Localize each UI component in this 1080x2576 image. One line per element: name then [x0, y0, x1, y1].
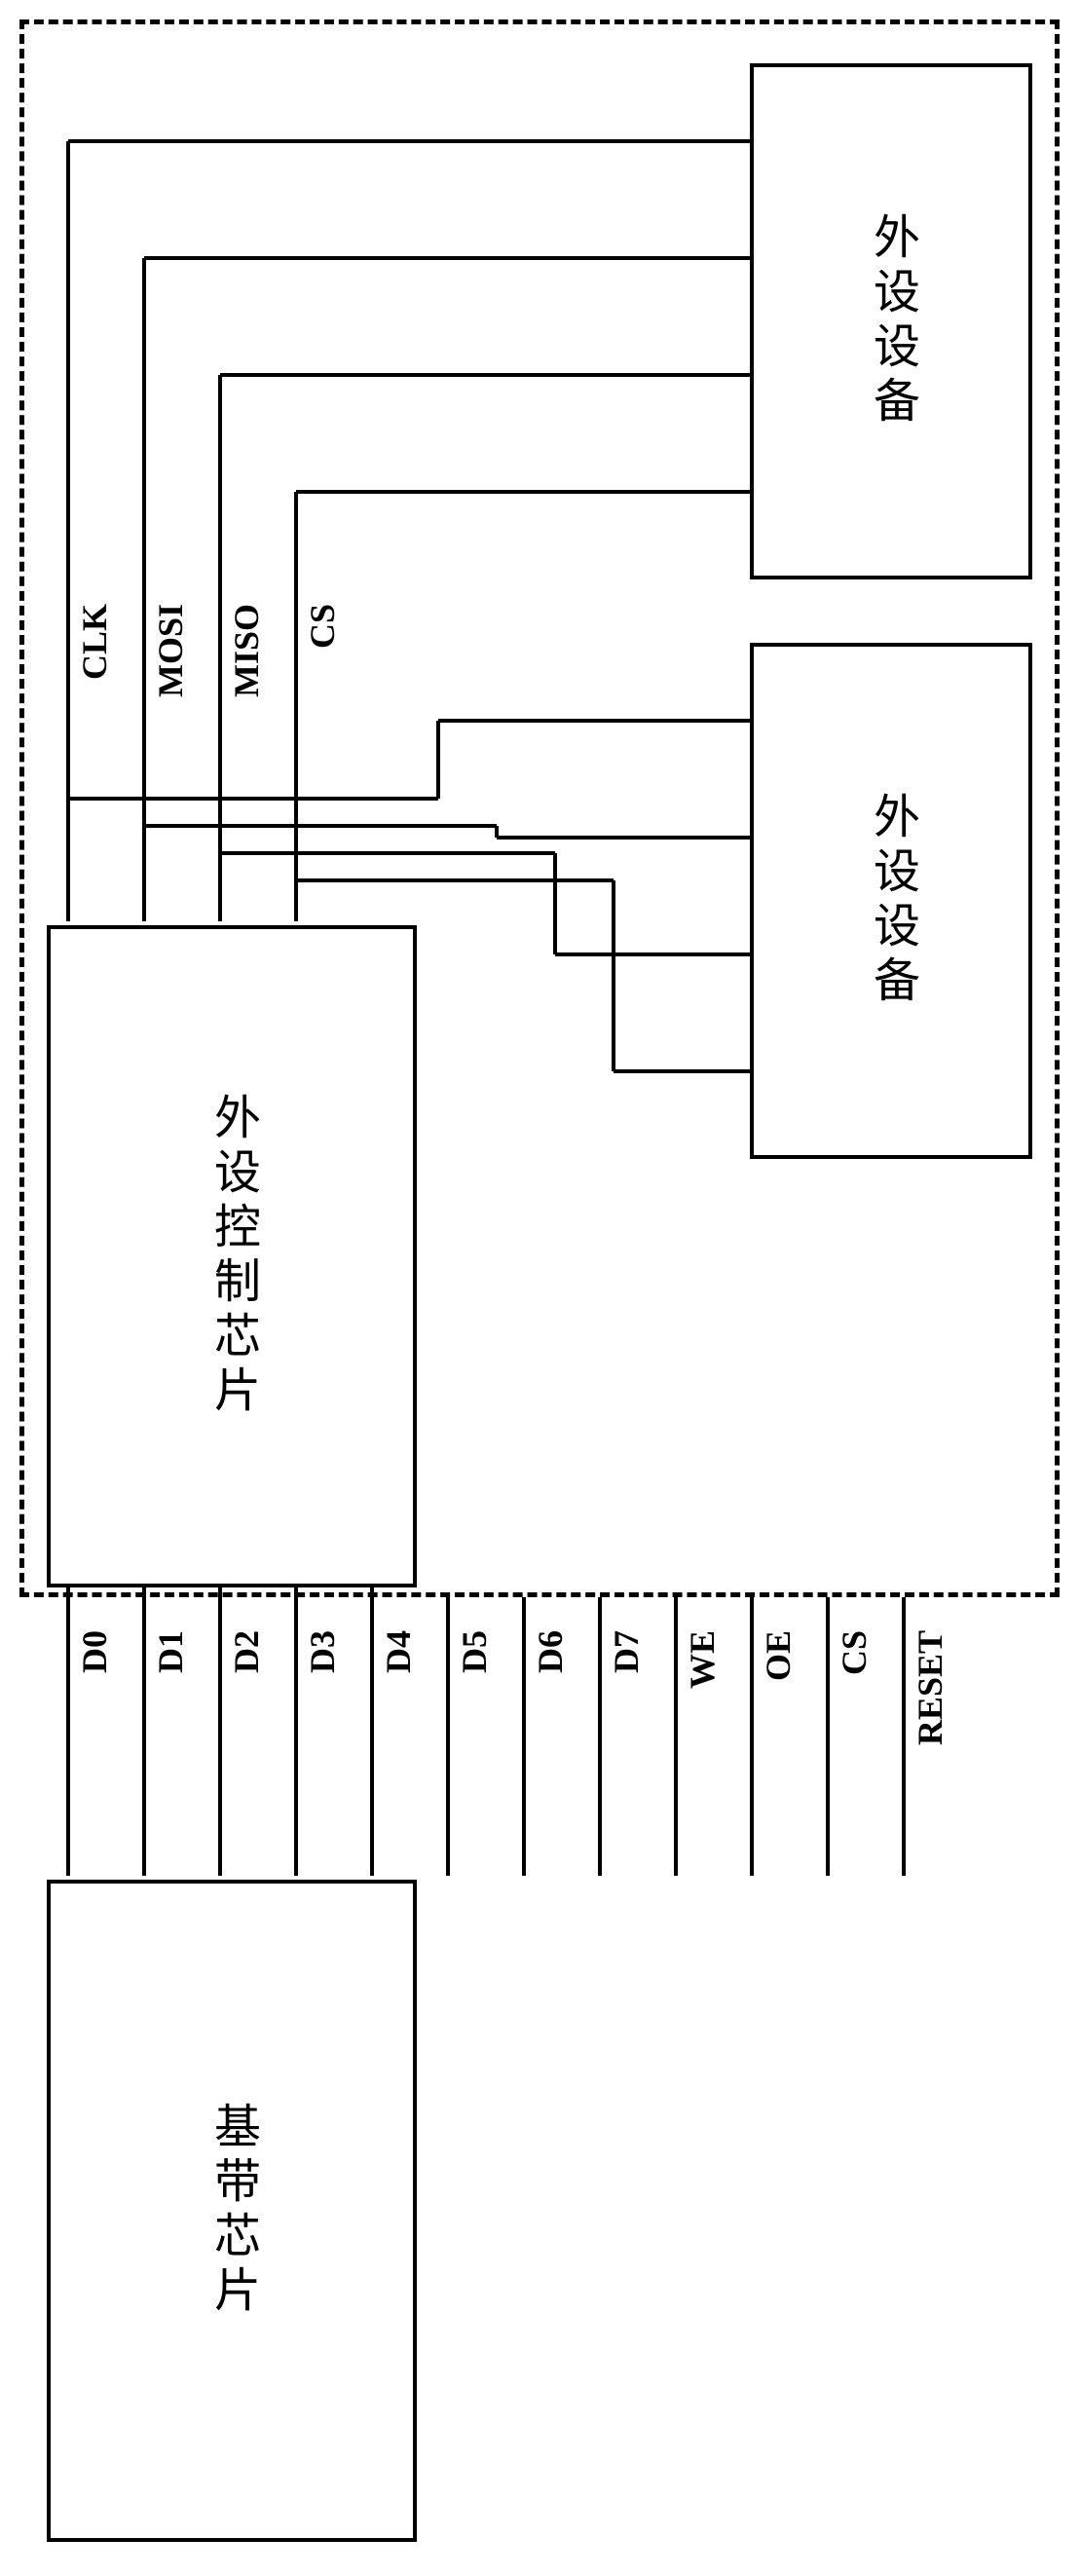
left-bus-label: D6 [530, 1630, 571, 1673]
left-bus-label: D0 [74, 1630, 115, 1673]
spi-bus-label: CLK [74, 604, 115, 680]
left-bus-label: RESET [910, 1630, 950, 1745]
spi-bus-label: MISO [226, 604, 267, 697]
left-bus-label: D4 [378, 1630, 419, 1673]
spi-bus-label: CS [302, 604, 343, 649]
left-bus-label: D3 [302, 1630, 343, 1673]
left-bus-label: D1 [150, 1630, 191, 1673]
left-bus-label: D7 [606, 1630, 647, 1673]
left-bus-label: OE [758, 1630, 799, 1681]
left-bus-label: WE [682, 1630, 723, 1689]
left-bus-label: D5 [454, 1630, 495, 1673]
bus-svg [0, 0, 1080, 2576]
left-bus-label: CS [834, 1630, 875, 1675]
left-bus-label: D2 [226, 1630, 267, 1673]
spi-bus-label: MOSI [150, 604, 191, 697]
